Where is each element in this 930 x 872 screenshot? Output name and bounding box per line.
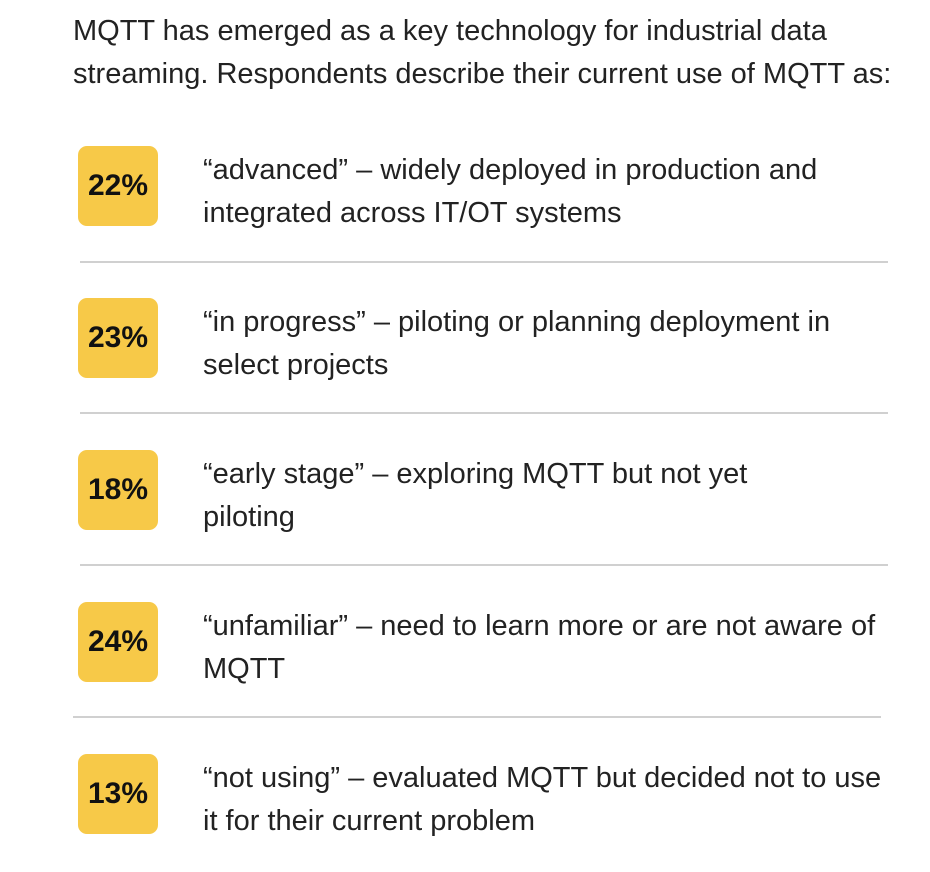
description-early-stage: “early stage” – exploring MQTT but not y… <box>203 458 748 533</box>
description-unfamiliar: “unfamiliar” – need to learn more or are… <box>203 610 876 685</box>
description-advanced: “advanced” – widely deployed in producti… <box>203 154 818 229</box>
divider <box>73 716 881 718</box>
percent-badge-in-progress: 23% <box>78 298 158 378</box>
percent-badge-advanced: 22% <box>78 146 158 226</box>
divider <box>80 261 888 263</box>
description-in-progress: “in progress” – piloting or planning dep… <box>203 306 831 381</box>
divider <box>80 412 888 414</box>
percent-badge-not-using: 13% <box>78 754 158 834</box>
description-not-using: “not using” – evaluated MQTT but decided… <box>203 762 882 837</box>
divider <box>80 564 888 566</box>
percent-badge-early-stage: 18% <box>78 450 158 530</box>
percent-badge-unfamiliar: 24% <box>78 602 158 682</box>
intro-text: MQTT has emerged as a key technology for… <box>73 15 892 90</box>
